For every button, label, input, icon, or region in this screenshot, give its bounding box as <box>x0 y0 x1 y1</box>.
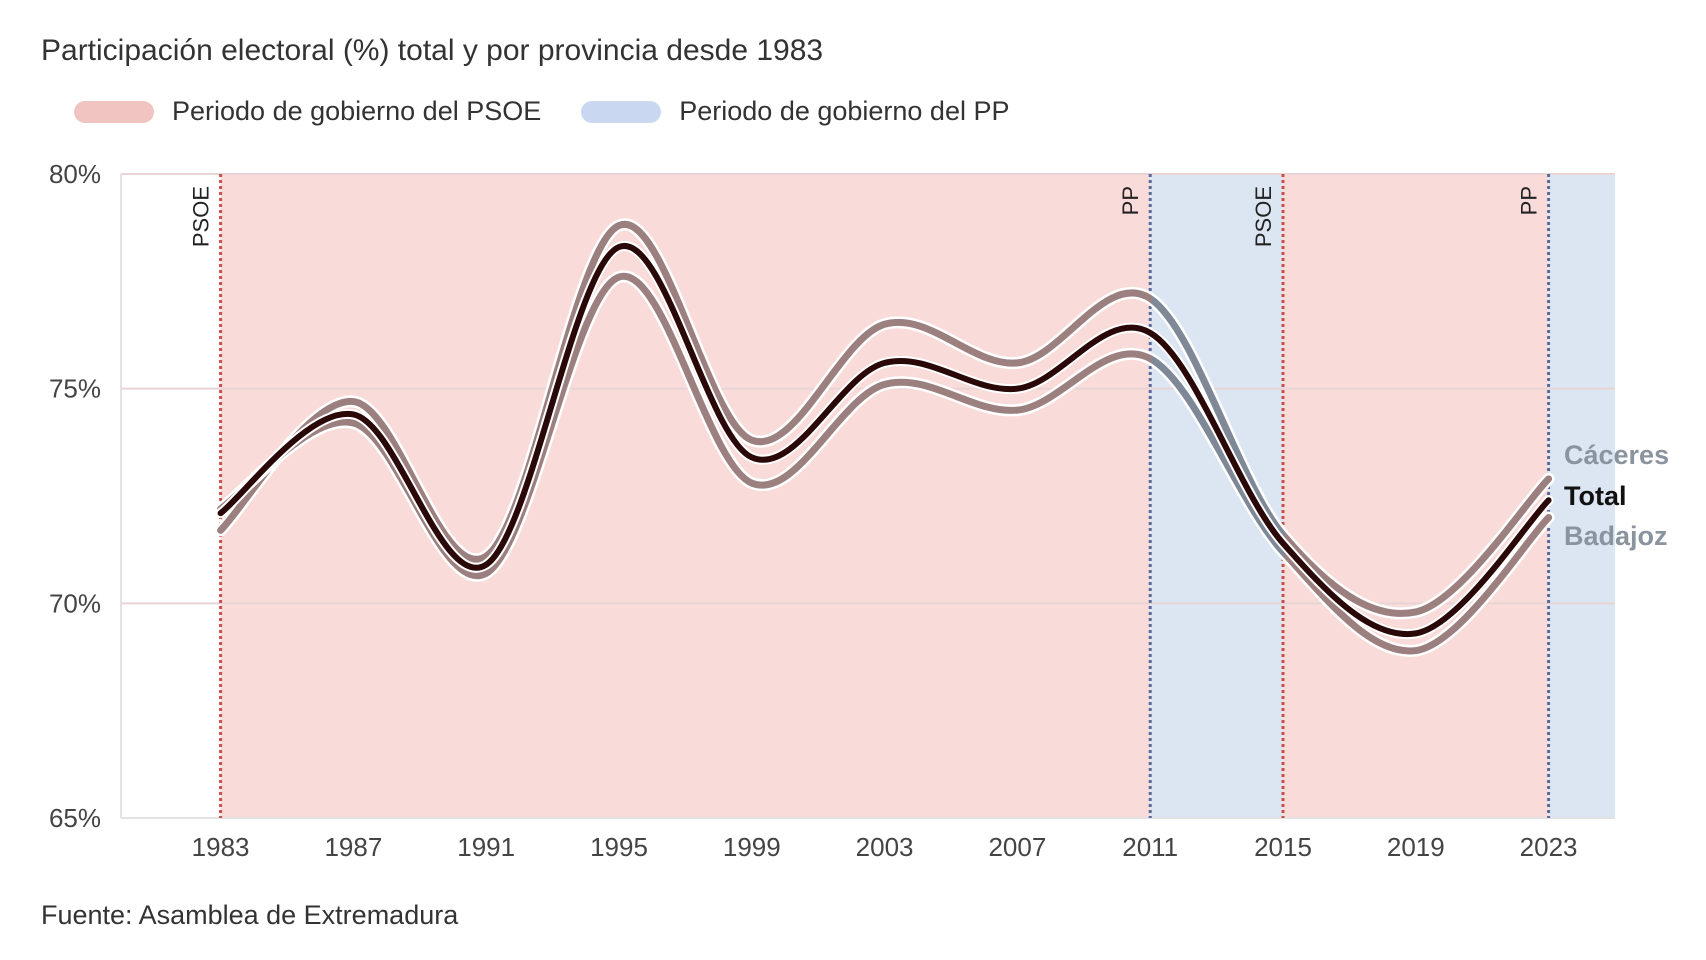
x-tick-label: 1995 <box>590 832 648 862</box>
x-tick-label: 2015 <box>1254 832 1312 862</box>
x-tick-label: 1987 <box>324 832 382 862</box>
y-tick-label: 65% <box>49 803 101 833</box>
x-tick-label: 2023 <box>1520 832 1578 862</box>
x-tick-label: 2003 <box>856 832 914 862</box>
series-label-badajoz: Badajoz <box>1564 521 1668 551</box>
x-tick-label: 2019 <box>1387 832 1445 862</box>
series-label-caceres: Cáceres <box>1564 440 1669 470</box>
x-tick-label: 1999 <box>723 832 781 862</box>
x-tick-label: 1991 <box>457 832 515 862</box>
legend-item-psoe: Periodo de gobierno del PSOE <box>74 96 541 127</box>
legend-label-pp: Periodo de gobierno del PP <box>679 96 1010 126</box>
x-tick-label: 2011 <box>1122 832 1178 862</box>
source-note: Fuente: Asamblea de Extremadura <box>41 900 459 930</box>
chart-title: Participación electoral (%) total y por … <box>41 34 824 67</box>
legend-label-psoe: Periodo de gobierno del PSOE <box>172 96 542 126</box>
period-band-psoe <box>1283 174 1549 818</box>
series-label-total: Total <box>1564 481 1627 511</box>
period-label-pp: PP <box>1118 186 1143 215</box>
period-band-psoe <box>220 174 1151 818</box>
legend: Periodo de gobierno del PSOE Periodo de … <box>74 96 1050 127</box>
legend-swatch-psoe <box>74 100 154 123</box>
y-tick-label: 70% <box>49 588 101 618</box>
y-tick-label: 80% <box>49 159 101 189</box>
period-label-pp: PP <box>1517 186 1542 215</box>
y-tick-label: 75% <box>49 374 101 404</box>
legend-swatch-pp <box>581 100 662 123</box>
period-band-pp <box>1548 174 1615 818</box>
period-label-psoe: PSOE <box>189 186 214 247</box>
period-label-psoe: PSOE <box>1251 186 1276 247</box>
x-tick-label: 2007 <box>988 832 1046 862</box>
x-tick-label: 1983 <box>192 832 250 862</box>
series-line-caceres <box>217 220 1553 617</box>
series-line-total <box>217 243 1552 638</box>
legend-item-pp: Periodo de gobierno del PP <box>581 96 1010 127</box>
